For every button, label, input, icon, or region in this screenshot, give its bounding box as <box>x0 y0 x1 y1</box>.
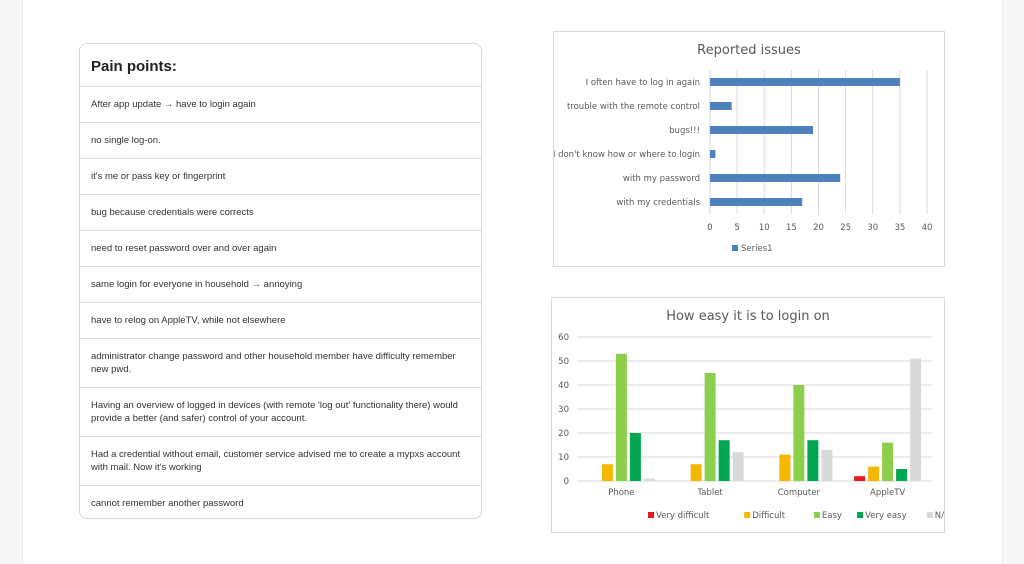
chart-title: Reported issues <box>697 43 801 58</box>
pain-points-title: Pain points: <box>80 44 481 87</box>
x-tick-label: 35 <box>894 223 905 233</box>
x-tick-label: 10 <box>759 223 770 233</box>
y-tick-label: 30 <box>558 405 569 415</box>
bar <box>882 442 894 481</box>
y-tick-label: 0 <box>564 477 569 487</box>
legend-swatch <box>813 512 820 518</box>
pain-point-text: no single log-on. <box>91 134 161 146</box>
x-tick-label: 15 <box>786 223 797 233</box>
legend-swatch <box>732 245 738 251</box>
bar <box>896 469 908 481</box>
pain-point-item: bug because credentials were corrects <box>80 195 481 231</box>
category-label: I don't know how or where to login <box>554 150 700 160</box>
bar <box>868 466 880 481</box>
legend-label: Easy <box>822 511 842 521</box>
pain-point-text: bug because credentials were corrects <box>91 206 254 218</box>
legend-swatch <box>926 512 933 518</box>
category-label: Tablet <box>696 488 723 498</box>
bar <box>718 440 730 481</box>
bar <box>821 449 833 481</box>
bar <box>807 440 819 481</box>
bar <box>629 433 641 481</box>
reported-issues-chart-svg: Reported issues 0 5 10 15 20 25 30 35 40 I often h… <box>553 43 933 254</box>
bar <box>732 452 744 481</box>
legend-label: Difficult <box>752 511 786 521</box>
x-tick-label: 25 <box>840 223 851 233</box>
category-label: trouble with the remote control <box>567 102 700 112</box>
pain-point-item: Had a credential without email, customer… <box>80 437 481 486</box>
bar <box>910 358 922 481</box>
bar <box>601 464 613 481</box>
bar <box>615 353 627 481</box>
pain-point-text: After app update → have to login again <box>91 98 256 110</box>
bar <box>710 126 814 134</box>
category-label: with my password <box>623 174 700 184</box>
x-tick-label: 30 <box>867 223 878 233</box>
bar <box>793 385 805 481</box>
bar <box>854 476 866 481</box>
x-tick-label: 40 <box>922 223 933 233</box>
y-tick-label: 20 <box>558 429 569 439</box>
category-label: AppleTV <box>870 488 905 498</box>
pain-point-text: have to relog on AppleTV, while not else… <box>91 314 286 326</box>
chart-title: How easy it is to login on <box>666 309 830 324</box>
category-label: Phone <box>608 488 634 498</box>
y-tick-label: 10 <box>558 453 569 463</box>
x-tick-label: 0 <box>707 223 712 233</box>
pain-point-item: After app update → have to login again <box>80 87 481 123</box>
login-ease-chart: How easy it is to login on 0 10 20 30 40 50 60 P… <box>551 297 950 533</box>
y-tick-label: 60 <box>558 333 569 343</box>
pain-point-item: Having an overview of logged in devices … <box>80 388 481 437</box>
bar <box>710 174 841 182</box>
pain-point-item: same login for everyone in household → a… <box>80 267 481 303</box>
pain-point-text: it's me or pass key or fingerprint <box>91 170 226 182</box>
legend-label: Very easy <box>865 511 907 521</box>
legend-swatch <box>648 512 654 518</box>
category-label: bugs!!! <box>669 126 700 136</box>
bar <box>710 78 900 86</box>
legend-label: Very difficult <box>656 511 710 521</box>
x-tick-label: 5 <box>734 223 739 233</box>
bar <box>710 198 803 206</box>
pain-point-item: it's me or pass key or fingerprint <box>80 159 481 195</box>
pain-point-item: administrator change password and other … <box>80 339 481 388</box>
pain-point-text: administrator change password and other … <box>91 350 456 376</box>
pain-points-card: Pain points: After app update → have to … <box>79 43 482 519</box>
legend-swatch <box>857 512 864 518</box>
pain-point-text: need to reset password over and over aga… <box>91 242 277 254</box>
login-ease-chart-svg: How easy it is to login on 0 10 20 30 40 50 60 P… <box>558 309 950 521</box>
legend-swatch <box>744 512 751 518</box>
pain-point-item: no single log-on. <box>80 123 481 159</box>
pain-point-item: have to relog on AppleTV, while not else… <box>80 303 481 339</box>
bar <box>779 454 791 481</box>
bar <box>643 478 655 481</box>
pain-point-text: Had a credential without email, customer… <box>91 448 461 474</box>
legend-label: Series1 <box>741 244 773 254</box>
bar <box>704 373 716 481</box>
reported-issues-chart: Reported issues 0 5 10 15 20 25 30 35 40 I often h… <box>553 31 945 267</box>
pain-point-item: need to reset password over and over aga… <box>80 231 481 267</box>
category-label: Computer <box>778 488 821 498</box>
category-label: I often have to log in again <box>586 78 700 88</box>
pain-point-text: Having an overview of logged in devices … <box>91 399 458 425</box>
y-tick-label: 40 <box>558 381 569 391</box>
bar <box>710 150 716 158</box>
bar <box>690 464 702 481</box>
y-tick-label: 50 <box>558 357 569 367</box>
pain-point-item: cannot remember another password <box>80 486 481 518</box>
pain-point-text: same login for everyone in household → a… <box>91 278 303 290</box>
bar <box>710 102 732 110</box>
category-label: with my credentials <box>616 198 700 208</box>
pain-point-text: cannot remember another password <box>91 498 244 510</box>
x-tick-label: 20 <box>813 223 824 233</box>
legend-label: N/A <box>935 511 944 521</box>
